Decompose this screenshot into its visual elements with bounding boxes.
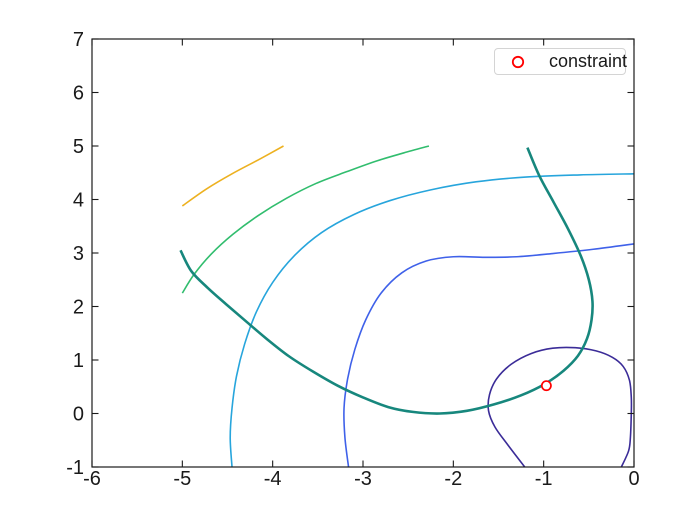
y-tick-label: 5 <box>73 136 84 158</box>
legend[interactable]: constraint <box>494 48 628 75</box>
x-tick-label: -3 <box>354 468 372 490</box>
y-tick-label: 2 <box>73 297 84 319</box>
x-tick-label: -1 <box>535 468 553 490</box>
y-tick-label: 7 <box>73 29 84 51</box>
contour-level-4-curve <box>181 145 430 294</box>
y-tick-label: 0 <box>73 404 84 426</box>
contour-curves <box>179 145 634 467</box>
x-tick-label: -6 <box>83 468 101 490</box>
x-tick-label: -5 <box>173 468 191 490</box>
y-tick-label: -1 <box>66 457 84 479</box>
contour-level-2-curve <box>343 243 634 467</box>
constraint-legend-marker-icon <box>511 55 525 69</box>
x-tick-label: 0 <box>628 468 639 490</box>
legend-label: constraint <box>549 51 628 71</box>
contour-level-5-curve <box>181 145 284 207</box>
y-tick-label: 6 <box>73 83 84 105</box>
y-tick-label: 4 <box>73 190 84 212</box>
y-tick-label: 3 <box>73 243 84 265</box>
x-tick-label: -2 <box>444 468 462 490</box>
constraint-point-marker <box>540 380 552 392</box>
contour-level-1-curve <box>487 346 633 467</box>
constraint-boundary-curve <box>179 147 594 415</box>
x-tick-label: -4 <box>264 468 282 490</box>
contour-level-3-curve <box>229 173 634 467</box>
y-tick-label: 1 <box>73 350 84 372</box>
